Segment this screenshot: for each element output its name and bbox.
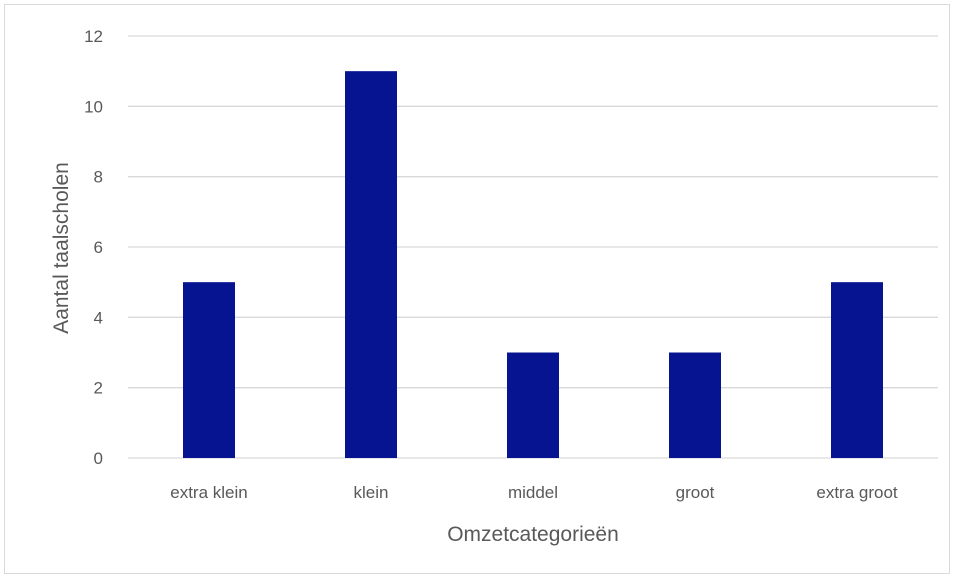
y-tick-label: 6	[94, 238, 103, 257]
y-tick-label: 8	[94, 168, 103, 187]
y-axis-title: Aantal taalscholen	[50, 162, 73, 334]
chart-frame	[4, 4, 950, 574]
bar-extra-klein	[183, 282, 235, 458]
bar-extra-groot	[831, 282, 883, 458]
x-axis-title: Omzetcategorieën	[447, 523, 619, 546]
x-tick-label: extra groot	[816, 483, 898, 502]
bar-groot	[669, 352, 721, 458]
x-axis-ticks: extra klein klein middel groot extra groot	[170, 483, 898, 502]
y-tick-label: 4	[94, 308, 103, 327]
bar-klein	[345, 71, 397, 459]
bars	[183, 71, 883, 459]
x-tick-label: extra klein	[170, 483, 247, 502]
x-tick-label: groot	[676, 483, 715, 502]
x-tick-label: klein	[354, 483, 389, 502]
y-tick-label: 12	[84, 27, 103, 46]
bar-middel	[507, 352, 559, 458]
y-axis-ticks: 0 2 4 6 8 10 12	[84, 27, 103, 468]
y-tick-label: 0	[94, 449, 103, 468]
x-tick-label: middel	[508, 483, 558, 502]
y-tick-label: 2	[94, 379, 103, 398]
y-tick-label: 10	[84, 97, 103, 116]
gridlines	[128, 35, 938, 459]
